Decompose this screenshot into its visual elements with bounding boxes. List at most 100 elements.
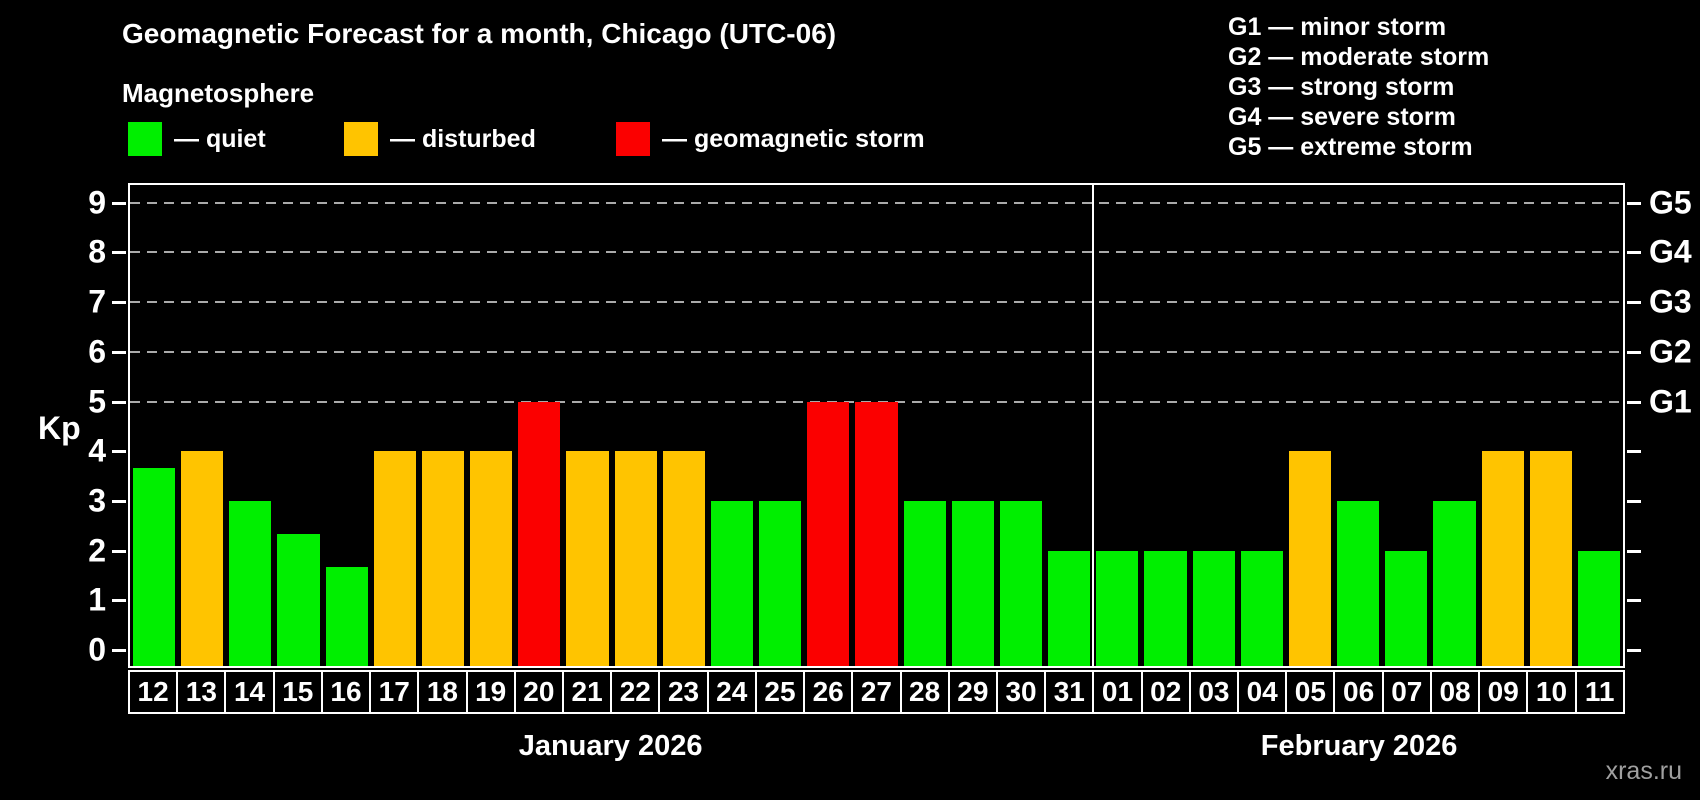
day-label-02: 02 (1140, 670, 1191, 714)
y-axis-label-2: 2 (88, 532, 106, 569)
kp-bar-day-28 (903, 500, 946, 666)
day-label-05: 05 (1285, 670, 1336, 714)
day-label-04: 04 (1237, 670, 1288, 714)
day-label-21: 21 (561, 670, 613, 714)
y-axis-label-3: 3 (88, 482, 106, 519)
right-axis-tick-2 (1627, 549, 1641, 553)
day-label-19: 19 (465, 670, 516, 714)
kp-bar-day-13 (181, 451, 224, 666)
day-label-20: 20 (513, 670, 564, 714)
y-axis-label-1: 1 (88, 581, 106, 618)
y-axis-tick-8 (112, 251, 126, 255)
legend-heading: Magnetosphere (122, 78, 315, 108)
y-axis-tick-3 (112, 499, 126, 503)
y-axis-label-4: 4 (88, 432, 106, 469)
legend-label-storm: — geomagnetic storm (662, 124, 925, 153)
day-label-14: 14 (224, 670, 275, 714)
kp-bar-day-14 (229, 500, 272, 666)
legend-label-disturbed: — disturbed (390, 124, 536, 153)
y-axis-tick-0 (112, 649, 126, 652)
legend-item-storm: — geomagnetic storm (616, 121, 925, 157)
disturbed-color-swatch (344, 122, 378, 156)
kp-bar-day-19 (470, 451, 513, 666)
day-label-10: 10 (1526, 670, 1577, 714)
day-label-26: 26 (803, 670, 854, 714)
kp-bar-day-05 (1288, 451, 1332, 666)
day-label-11: 11 (1574, 670, 1625, 714)
day-label-24: 24 (706, 670, 757, 714)
right-axis-label-g3: G3 (1649, 283, 1692, 320)
day-label-30: 30 (995, 670, 1047, 714)
kp-bar-day-15 (277, 534, 320, 666)
y-axis-title: Kp (38, 410, 81, 446)
day-label-29: 29 (947, 670, 998, 714)
kp-bar-day-27 (855, 401, 898, 666)
watermark: xras.ru (1605, 757, 1682, 785)
chart-title: Geomagnetic Forecast for a month, Chicag… (122, 18, 837, 49)
y-axis-tick-1 (112, 599, 126, 603)
y-axis-label-8: 8 (88, 233, 106, 270)
y-axis-tick-2 (112, 549, 126, 553)
quiet-color-swatch (128, 122, 162, 156)
day-label-01: 01 (1092, 670, 1143, 714)
y-axis-tick-7 (112, 301, 126, 305)
month-label-january: January 2026 (518, 730, 703, 762)
kp-bar-day-06 (1337, 500, 1380, 666)
kp-bar-day-01 (1096, 550, 1139, 666)
right-axis-tick-0 (1627, 649, 1641, 652)
y-axis-tick-5 (112, 400, 126, 404)
legend-item-quiet: — quiet (128, 121, 266, 157)
month-label-february: February 2026 (1260, 730, 1458, 762)
y-axis-label-7: 7 (88, 283, 106, 320)
right-axis-label-g4: G4 (1649, 233, 1692, 270)
right-axis-tick-5 (1627, 400, 1641, 404)
right-axis-tick-9 (1627, 201, 1641, 205)
kp-bar-day-04 (1240, 550, 1283, 666)
day-label-28: 28 (899, 670, 950, 714)
kp-bar-day-17 (373, 451, 416, 666)
gridline-kp8 (130, 251, 1623, 254)
kp-bar-day-26 (807, 401, 850, 666)
right-axis-label-g1: G1 (1649, 383, 1692, 419)
day-label-07: 07 (1381, 670, 1432, 714)
right-axis-tick-6 (1627, 350, 1641, 354)
kp-bar-day-02 (1144, 550, 1187, 666)
y-axis-tick-6 (112, 350, 126, 354)
right-axis-label-g5: G5 (1649, 184, 1692, 221)
y-axis-label-9: 9 (88, 184, 106, 221)
kp-bar-day-21 (566, 451, 609, 666)
day-label-27: 27 (851, 670, 902, 714)
kp-bar-day-25 (759, 500, 802, 666)
day-label-31: 31 (1044, 670, 1095, 714)
kp-bar-day-24 (710, 500, 754, 666)
storm-scale-legend: G1 — minor storm G2 — moderate storm G3 — … (1228, 12, 1489, 162)
day-label-08: 08 (1429, 670, 1481, 714)
right-axis-tick-7 (1627, 301, 1641, 305)
storm-color-swatch (616, 122, 650, 156)
kp-bar-day-03 (1192, 550, 1235, 666)
storm-scale-line-2: G2 — moderate storm (1228, 43, 1490, 71)
y-axis-label-6: 6 (88, 333, 106, 370)
storm-scale-line-3: G3 — strong storm (1228, 73, 1455, 101)
day-label-12: 12 (128, 670, 179, 714)
month-separator (1092, 185, 1095, 666)
day-label-03: 03 (1188, 670, 1240, 714)
day-label-16: 16 (320, 670, 372, 714)
y-axis-label-0: 0 (88, 631, 106, 668)
day-label-15: 15 (272, 670, 323, 714)
day-axis: 12 13 14 15 16 17 18 19 20 21 22 23 24 25 26 27 28 29 30 31… (128, 670, 1625, 714)
gridline-kp7 (130, 301, 1623, 304)
plot-area (128, 183, 1625, 668)
storm-scale-line-4: G4 — severe storm (1228, 103, 1456, 131)
right-axis-tick-3 (1627, 499, 1641, 503)
right-axis-label-g2: G2 (1649, 333, 1692, 370)
plot-inner (130, 185, 1623, 666)
kp-bar-day-20 (518, 401, 561, 666)
day-label-23: 23 (658, 670, 709, 714)
kp-bar-day-30 (999, 500, 1043, 666)
y-axis-label-5: 5 (88, 383, 106, 419)
kp-bar-day-18 (421, 451, 465, 666)
day-label-06: 06 (1333, 670, 1384, 714)
kp-bar-day-12 (133, 467, 176, 666)
